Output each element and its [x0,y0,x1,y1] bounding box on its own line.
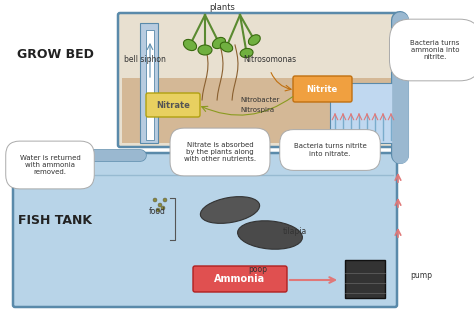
Text: Ammonia: Ammonia [214,274,265,284]
Ellipse shape [183,40,197,51]
Circle shape [161,206,165,210]
Bar [140,23,158,143]
Text: Nitrate is absorbed
by the plants along
with other nutrients.: Nitrate is absorbed by the plants along … [184,142,256,162]
FancyBboxPatch shape [293,76,352,102]
Text: FISH TANK: FISH TANK [18,214,92,227]
FancyBboxPatch shape [118,13,402,147]
Ellipse shape [243,273,247,277]
FancyBboxPatch shape [146,93,200,117]
Text: Nitrospira: Nitrospira [240,107,274,113]
Bar [122,78,398,143]
Circle shape [153,198,157,202]
Bar [146,30,154,140]
Text: food: food [148,208,165,216]
Ellipse shape [240,48,253,58]
Text: bell siphon: bell siphon [124,56,166,64]
Circle shape [158,203,162,207]
Ellipse shape [249,276,255,280]
FancyBboxPatch shape [193,266,287,292]
Bar [330,83,398,143]
Text: poop: poop [248,264,267,274]
Ellipse shape [246,279,250,283]
Ellipse shape [212,37,226,49]
Text: tilapia: tilapia [283,228,307,236]
Text: Nitrate: Nitrate [156,100,190,110]
Ellipse shape [198,45,212,55]
Text: Bacteria turns nitrite
into nitrate.: Bacteria turns nitrite into nitrate. [293,143,366,156]
Circle shape [163,198,167,202]
Text: Nitrobacter: Nitrobacter [240,97,279,103]
Ellipse shape [201,197,260,223]
Text: GROW BED: GROW BED [17,48,93,62]
Circle shape [156,208,160,212]
Text: plants: plants [209,3,235,13]
Ellipse shape [220,42,233,52]
Text: Nitrite: Nitrite [306,84,337,94]
Text: Water is returned
with ammonia
removed.: Water is returned with ammonia removed. [19,155,81,175]
Text: Nitrosomonas: Nitrosomonas [244,56,297,64]
Ellipse shape [237,221,302,249]
FancyBboxPatch shape [13,153,397,307]
Text: Bacteria turns
ammonia into
nitrite.: Bacteria turns ammonia into nitrite. [410,40,460,60]
Text: pump: pump [410,270,432,279]
Ellipse shape [248,35,260,45]
Bar [345,260,385,298]
